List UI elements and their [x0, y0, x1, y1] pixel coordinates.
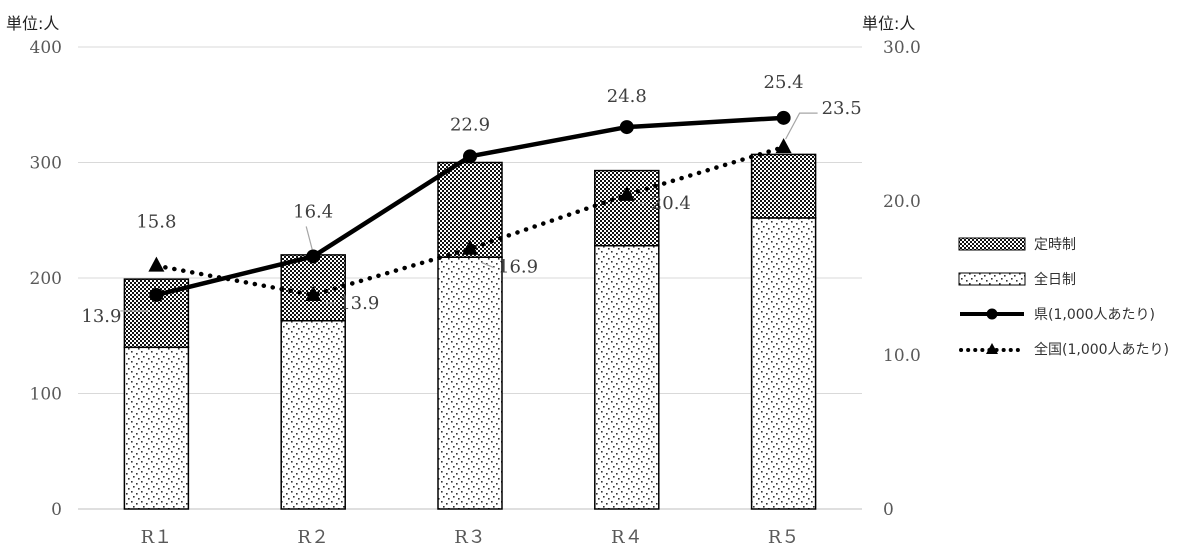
dotted-line-triangle-icon [959, 343, 1026, 354]
marker-prefecture [463, 149, 477, 164]
solid-line-circle-icon [960, 308, 1024, 320]
data-labels: 13.9 16.4 22.9 24.8 25.4 15.8 13.9 16.9 20.4 23.5 [81, 72, 861, 327]
left-axis-unit: 単位:人 [6, 14, 60, 33]
bars [123, 153, 817, 510]
legend-label-prefecture: 県(1,000人あたり) [1034, 307, 1156, 323]
marker-prefecture [149, 287, 164, 302]
data-label-prefecture: 16.4 [293, 201, 333, 222]
bar-zennichisei [437, 256, 503, 510]
legend-label-zennichisei: 全日制 [1034, 272, 1076, 288]
bar-zennichisei [123, 346, 190, 510]
y-tick-right: 20.0 [883, 192, 921, 212]
y-tick-left: 300 [30, 154, 62, 174]
bar-zennichisei [280, 319, 346, 510]
legend: 定時制 全日制 県(1,000人あたり) 全国(1,000人あたり) [958, 232, 1169, 372]
checker-swatch-icon [958, 237, 1026, 251]
marker-national [305, 285, 322, 301]
legend-item-zennichisei: 全日制 [958, 267, 1169, 291]
marker-national [148, 256, 165, 272]
x-tick-label: R３ [454, 527, 486, 548]
dots-swatch-icon [958, 272, 1026, 286]
right-axis-unit: 単位:人 [862, 14, 916, 33]
x-tick-label: R２ [297, 527, 329, 548]
marker-national [775, 138, 792, 154]
bar-teijisei [750, 153, 817, 219]
data-label-prefecture: 22.9 [450, 114, 490, 135]
y-tick-right: 10.0 [883, 346, 921, 366]
x-tick-label: R５ [768, 527, 800, 548]
legend-label-national: 全国(1,000人あたり) [1034, 342, 1170, 358]
y-tick-left: 0 [51, 500, 62, 520]
data-label-national: 13.9 [339, 293, 379, 314]
marker-national [462, 239, 478, 255]
data-label-national: 15.8 [136, 212, 176, 233]
data-label-prefecture: 25.4 [764, 72, 804, 93]
data-label-prefecture: 24.8 [607, 86, 647, 107]
bar-zennichisei [750, 217, 817, 510]
legend-label-teijisei: 定時制 [1034, 237, 1076, 253]
legend-item-prefecture: 県(1,000人あたり) [958, 302, 1169, 326]
y-tick-right: 30.0 [883, 38, 921, 58]
marker-prefecture [776, 110, 791, 125]
data-label-national: 23.5 [822, 98, 862, 119]
bar-zennichisei [594, 244, 660, 510]
y-tick-right: 0 [883, 500, 894, 520]
axis-ticks: 0 100 200 300 400 0 10.0 20.0 30.0 R１ R２ R３ R４ R５ [30, 38, 921, 548]
data-label-national: 20.4 [651, 193, 691, 214]
data-label-prefecture: 13.9 [81, 306, 121, 327]
lines [148, 110, 792, 302]
y-tick-left: 100 [30, 385, 62, 405]
data-label-national: 16.9 [498, 257, 538, 278]
marker-prefecture [306, 249, 321, 264]
leader-line [638, 202, 647, 205]
leader-line [305, 226, 313, 250]
leader-line [481, 262, 495, 269]
leader-line [785, 112, 818, 140]
label-leaders [120, 112, 818, 312]
bar-teijisei [594, 169, 660, 247]
y-tick-left: 400 [30, 38, 62, 58]
x-tick-label: R４ [611, 527, 643, 548]
legend-item-national: 全国(1,000人あたり) [958, 337, 1169, 361]
y-tick-left: 200 [30, 269, 62, 289]
legend-item-teijisei: 定時制 [958, 232, 1169, 256]
x-tick-label: R１ [141, 527, 173, 548]
marker-national [618, 185, 635, 201]
marker-prefecture [619, 120, 634, 135]
